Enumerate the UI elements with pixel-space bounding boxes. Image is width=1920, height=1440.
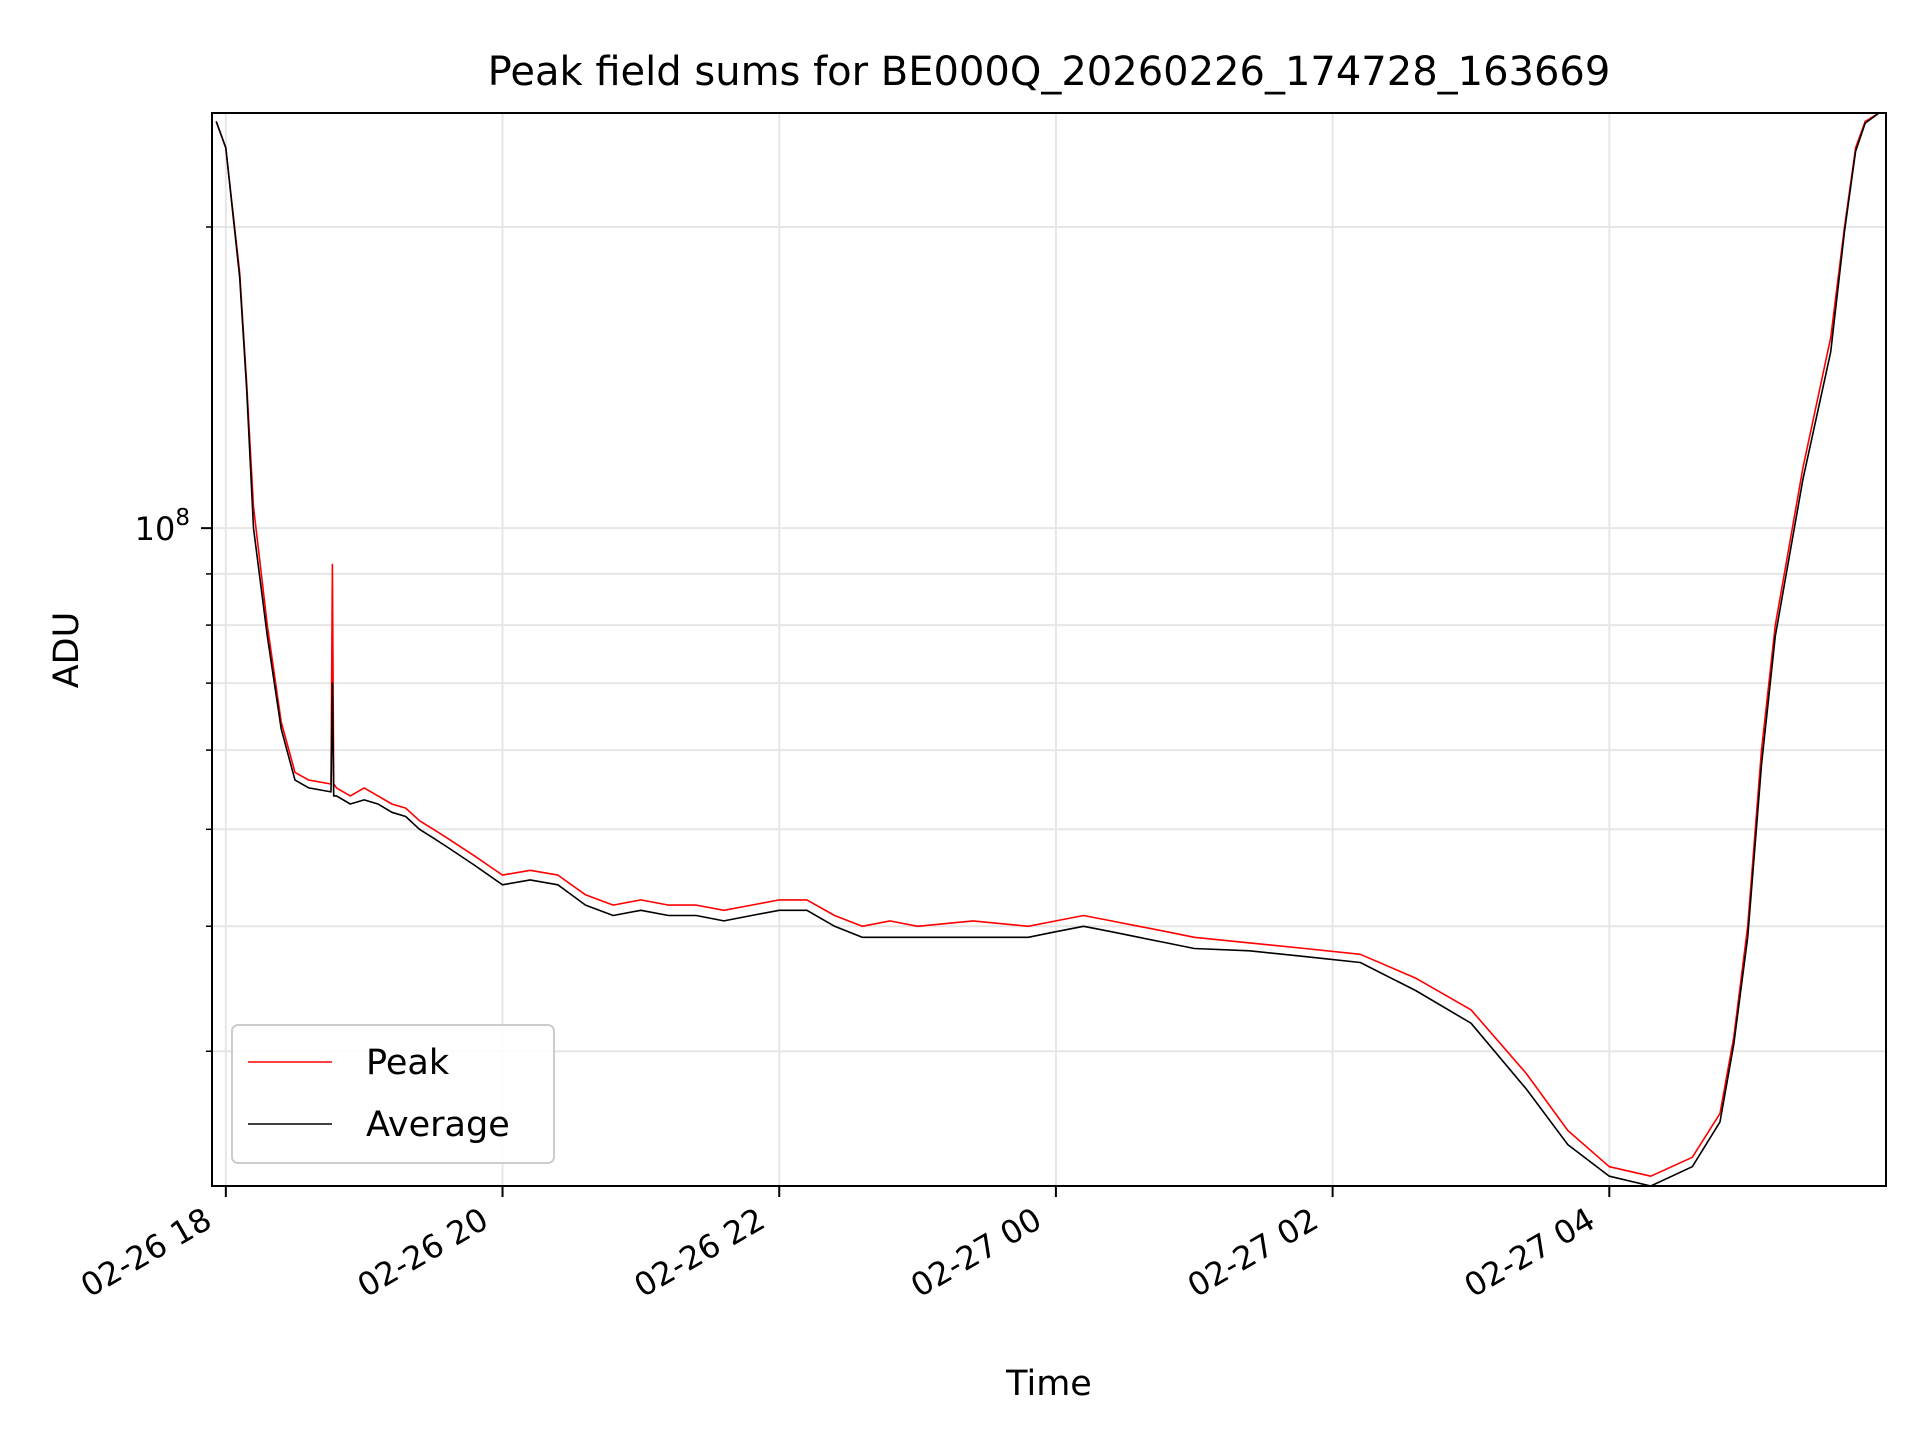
legend: Peak Average [231,1024,555,1164]
y-tick-label: 108 [135,505,190,548]
legend-box [231,1024,555,1164]
grid [212,113,1886,1186]
series-line-average [215,113,1880,1186]
legend-label-peak: Peak [366,1043,450,1083]
y-tick-label-exponent: 8 [175,505,190,531]
y-tick-label-base: 10 [135,510,176,548]
chart-title: Peak field sums for BE000Q_20260226_1747… [488,49,1611,95]
x-axis-label: Time [1005,1364,1092,1404]
legend-label-average: Average [366,1105,510,1145]
axes-frame [211,112,1887,1187]
plot-lines [215,113,1880,1186]
y-axis-label: ADU [47,612,87,689]
